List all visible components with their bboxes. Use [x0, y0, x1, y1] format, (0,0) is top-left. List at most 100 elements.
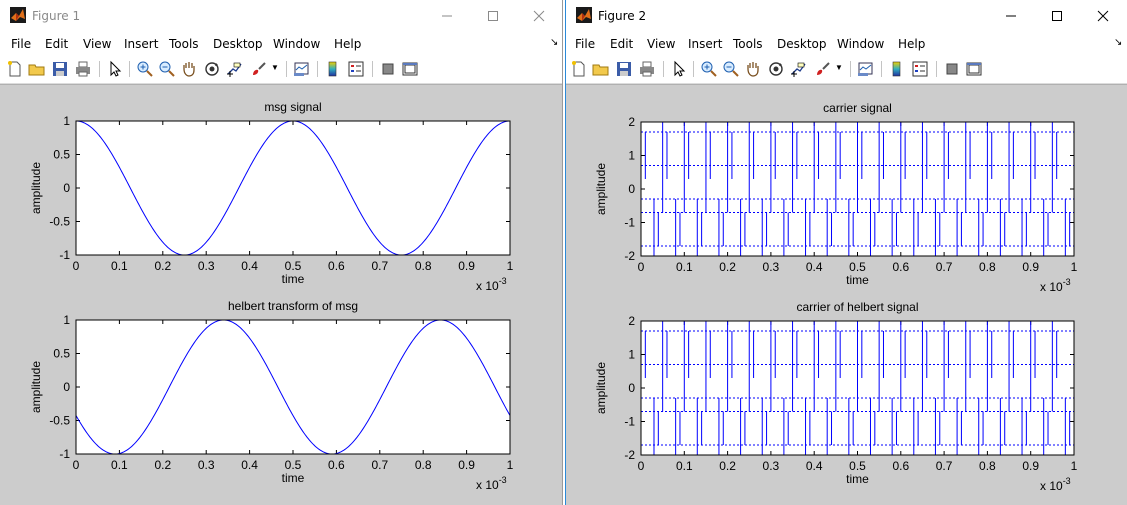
menu-desktop[interactable]: Desktop — [777, 37, 827, 51]
maximize-icon — [1052, 11, 1062, 21]
zoom-out-icon[interactable] — [158, 60, 176, 78]
brush-icon[interactable] — [250, 60, 268, 78]
menu-edit[interactable]: Edit — [45, 37, 69, 51]
menu-insert[interactable]: Insert — [124, 37, 159, 51]
x-tick-label: 0.7 — [936, 459, 953, 473]
y-tick-label: 2 — [628, 115, 635, 129]
toolbar-separator — [99, 61, 100, 77]
new-figure-icon[interactable] — [570, 60, 588, 78]
data-cursor-icon[interactable] — [226, 60, 244, 78]
figure-window-1[interactable]: Figure 1 File Edit View Insert Tools Des… — [0, 0, 563, 505]
y-tick-label: -2 — [624, 249, 635, 263]
save-icon[interactable] — [51, 60, 69, 78]
menu-file[interactable]: File — [575, 37, 596, 51]
edit-plot-arrow-icon[interactable] — [670, 60, 688, 78]
link-plot-icon[interactable] — [857, 60, 875, 78]
plot-area — [76, 121, 510, 255]
zoom-out-icon[interactable] — [722, 60, 740, 78]
matlab-logo-icon — [576, 7, 592, 23]
menu-tools[interactable]: Tools — [733, 37, 763, 51]
chart-title: carrier of helbert signal — [796, 300, 918, 314]
toolbar-separator — [693, 61, 694, 77]
x-axis-label: time — [282, 272, 305, 286]
y-tick-label: 0 — [63, 181, 70, 195]
rotate-3d-icon[interactable] — [203, 60, 221, 78]
minimize-button[interactable] — [988, 0, 1034, 32]
hide-plot-tools-icon[interactable] — [943, 60, 961, 78]
brush-dropdown-icon[interactable]: ▼ — [835, 63, 843, 72]
menu-insert[interactable]: Insert — [688, 37, 723, 51]
plot-helbert-transform[interactable]: helbert transform of msg 0 0.1 0.2 0.3 0.4 0.5… — [0, 284, 561, 494]
plot-carrier-helbert[interactable]: carrier of helbert signal 0 0.1 0.2 0.3 0.4 0.… — [566, 284, 1126, 496]
y-tick-label: -1 — [59, 447, 70, 461]
x-tick-label: 0 — [73, 259, 80, 273]
x-tick-label: 0 — [638, 459, 645, 473]
menu-edit[interactable]: Edit — [610, 37, 634, 51]
plot-carrier-signal[interactable]: carrier signal 0 0.1 0.2 0.3 0.4 0.5 0.6 0.7 0.8 0… — [566, 85, 1126, 297]
maximize-button[interactable] — [470, 0, 516, 32]
menu-desktop[interactable]: Desktop — [213, 37, 263, 51]
edit-plot-arrow-icon[interactable] — [106, 60, 124, 78]
menu-tools[interactable]: Tools — [169, 37, 199, 51]
figure-window-2[interactable]: Figure 2 File Edit View Insert Tools Des… — [565, 0, 1127, 505]
legend-icon[interactable] — [347, 60, 365, 78]
x-tick-label: 0.3 — [763, 260, 780, 274]
save-icon[interactable] — [615, 60, 633, 78]
legend-icon[interactable] — [911, 60, 929, 78]
x-exponent-label: x 10-3 — [1040, 476, 1071, 493]
colorbar-icon[interactable] — [324, 60, 342, 78]
x-tick-label: 0 — [638, 260, 645, 274]
window-title: Figure 1 — [32, 9, 81, 23]
menu-help[interactable]: Help — [334, 37, 362, 51]
menu-view[interactable]: View — [83, 37, 112, 51]
plot-area — [76, 320, 510, 454]
dock-arrow-icon[interactable]: ↘ — [1114, 37, 1123, 48]
plot-msg-signal[interactable]: msg signal 0 0.1 0.2 0.3 0.4 0.5 0.6 0.7 0.8 0.9 1 1… — [0, 85, 561, 295]
title-bar[interactable]: Figure 2 — [566, 0, 1127, 32]
open-file-icon[interactable] — [28, 60, 46, 78]
brush-icon[interactable] — [814, 60, 832, 78]
menu-window[interactable]: Window — [837, 37, 885, 51]
y-tick-label: 1 — [628, 149, 635, 163]
toolbar-separator — [286, 61, 287, 77]
brush-dropdown-icon[interactable]: ▼ — [271, 63, 279, 72]
hide-plot-tools-icon[interactable] — [379, 60, 397, 78]
chart-title: msg signal — [264, 100, 321, 114]
toolbar-separator — [881, 61, 882, 77]
x-tick-label: 0.3 — [198, 458, 215, 472]
pan-hand-icon[interactable] — [744, 60, 762, 78]
pan-hand-icon[interactable] — [180, 60, 198, 78]
window-title: Figure 2 — [598, 9, 647, 23]
open-file-icon[interactable] — [592, 60, 610, 78]
x-tick-label: 0.8 — [415, 458, 432, 472]
x-tick-label: 0.6 — [892, 260, 909, 274]
x-tick-label: 0.1 — [676, 459, 693, 473]
title-bar[interactable]: Figure 1 — [0, 0, 562, 32]
menu-window[interactable]: Window — [273, 37, 321, 51]
print-icon[interactable] — [74, 60, 92, 78]
dock-arrow-icon[interactable]: ↘ — [550, 37, 559, 48]
data-cursor-icon[interactable] — [790, 60, 808, 78]
x-tick-label: 1 — [507, 458, 514, 472]
show-plot-tools-icon[interactable] — [965, 60, 983, 78]
menu-help[interactable]: Help — [898, 37, 926, 51]
y-tick-label: 2 — [628, 314, 635, 328]
zoom-in-icon[interactable] — [136, 60, 154, 78]
toolbar-separator — [129, 61, 130, 77]
zoom-in-icon[interactable] — [700, 60, 718, 78]
new-figure-icon[interactable] — [6, 60, 24, 78]
minimize-button[interactable] — [424, 0, 470, 32]
x-tick-label: 0.8 — [415, 259, 432, 273]
x-tick-label: 0 — [73, 458, 80, 472]
close-button[interactable] — [1080, 0, 1126, 32]
x-exponent-label: x 10-3 — [476, 475, 507, 492]
rotate-3d-icon[interactable] — [767, 60, 785, 78]
menu-file[interactable]: File — [11, 37, 32, 51]
colorbar-icon[interactable] — [888, 60, 906, 78]
print-icon[interactable] — [638, 60, 656, 78]
maximize-button[interactable] — [1034, 0, 1080, 32]
close-button[interactable] — [516, 0, 562, 32]
menu-view[interactable]: View — [647, 37, 676, 51]
show-plot-tools-icon[interactable] — [401, 60, 419, 78]
link-plot-icon[interactable] — [293, 60, 311, 78]
